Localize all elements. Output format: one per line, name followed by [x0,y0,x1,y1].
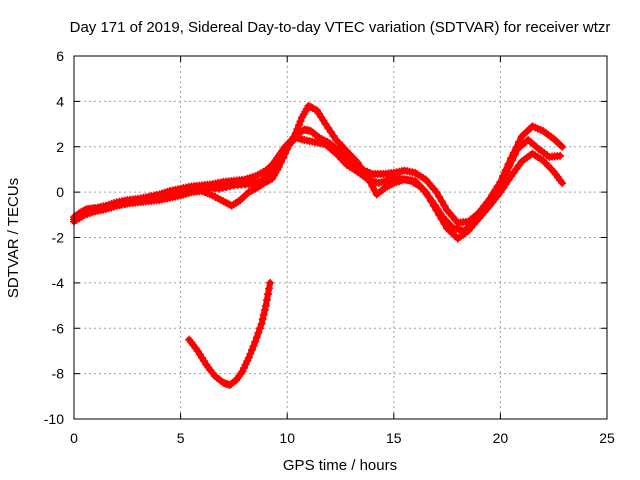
data-point [244,353,253,362]
x-tick-labels: 0 5 10 15 20 25 [70,430,615,446]
data-point [101,204,110,213]
data-point [261,301,270,310]
y-tick-label: 2 [56,139,64,155]
series-isolated-arc [185,278,275,389]
data-point [502,167,511,176]
data-point [173,190,182,199]
y-axis-label: SDTVAR / TECUs [5,178,22,298]
data-point [180,188,189,197]
data-point [251,337,260,346]
data-point [125,198,134,207]
y-tick-label: -6 [52,320,65,336]
data-point [435,192,444,201]
data-point [252,333,261,342]
data-point [293,125,302,134]
y-tick-label: -10 [44,411,64,427]
data-point [113,201,122,210]
data-point [492,192,501,201]
series-line [71,134,564,234]
x-tick-label: 10 [279,430,295,446]
data-point [248,345,257,354]
data-point [262,295,271,304]
y-tick-label: 4 [56,93,64,109]
data-point [189,185,198,194]
y-tick-labels: -10 -8 -6 -4 -2 0 2 4 6 [44,48,64,427]
data-point [260,306,269,315]
y-tick-label: -2 [52,230,65,246]
data-point [185,186,194,195]
data-point [218,183,227,192]
data-point [558,142,567,151]
data-point [500,173,509,182]
data-point [214,184,223,193]
x-tick-label: 20 [493,430,509,446]
data-point [510,150,519,159]
data-point [264,290,273,299]
data-point [558,179,567,188]
data-point [258,315,267,324]
data-point [254,328,263,337]
data-point [249,341,258,350]
data-point [294,121,303,130]
data-point [505,162,514,171]
data-point [177,189,186,198]
data-point [497,180,506,189]
data-point [116,200,125,209]
y-tick-label: 6 [56,48,64,64]
x-tick-label: 25 [599,430,615,446]
series-main-trace-middle [70,133,565,235]
y-tick-label: 0 [56,184,64,200]
data-point [256,324,265,333]
data-point [129,198,138,207]
y-tick-label: -4 [52,275,65,291]
y-tick-label: -8 [52,366,65,382]
data-point [265,284,274,293]
data-point [437,197,446,206]
data-point [165,192,174,201]
data-point [296,117,305,126]
data-point [121,199,130,208]
data-point [494,186,503,195]
x-tick-label: 5 [177,430,185,446]
x-tick-label: 15 [386,430,402,446]
series-main-trace-lower [70,101,567,243]
data-point [440,201,449,210]
series-main-trace-upper [70,122,567,227]
data-point [226,182,235,191]
x-axis-label: GPS time / hours [283,457,397,474]
series-line [71,102,566,242]
chart-title: Day 171 of 2019, Sidereal Day-to-day VTE… [70,19,611,36]
axis-ticks [73,55,608,420]
data-point [169,191,178,200]
data-point [193,184,202,193]
data-point [105,203,114,212]
data-point [109,202,118,211]
data-point [246,349,255,358]
x-tick-label: 0 [70,430,78,446]
data-point [266,278,275,287]
plot-area [70,101,567,389]
data-point [508,156,517,165]
grid [74,56,607,419]
data-point [257,319,266,328]
data-point [432,188,441,197]
data-point [259,310,268,319]
data-point [556,151,565,160]
data-point [222,183,231,192]
